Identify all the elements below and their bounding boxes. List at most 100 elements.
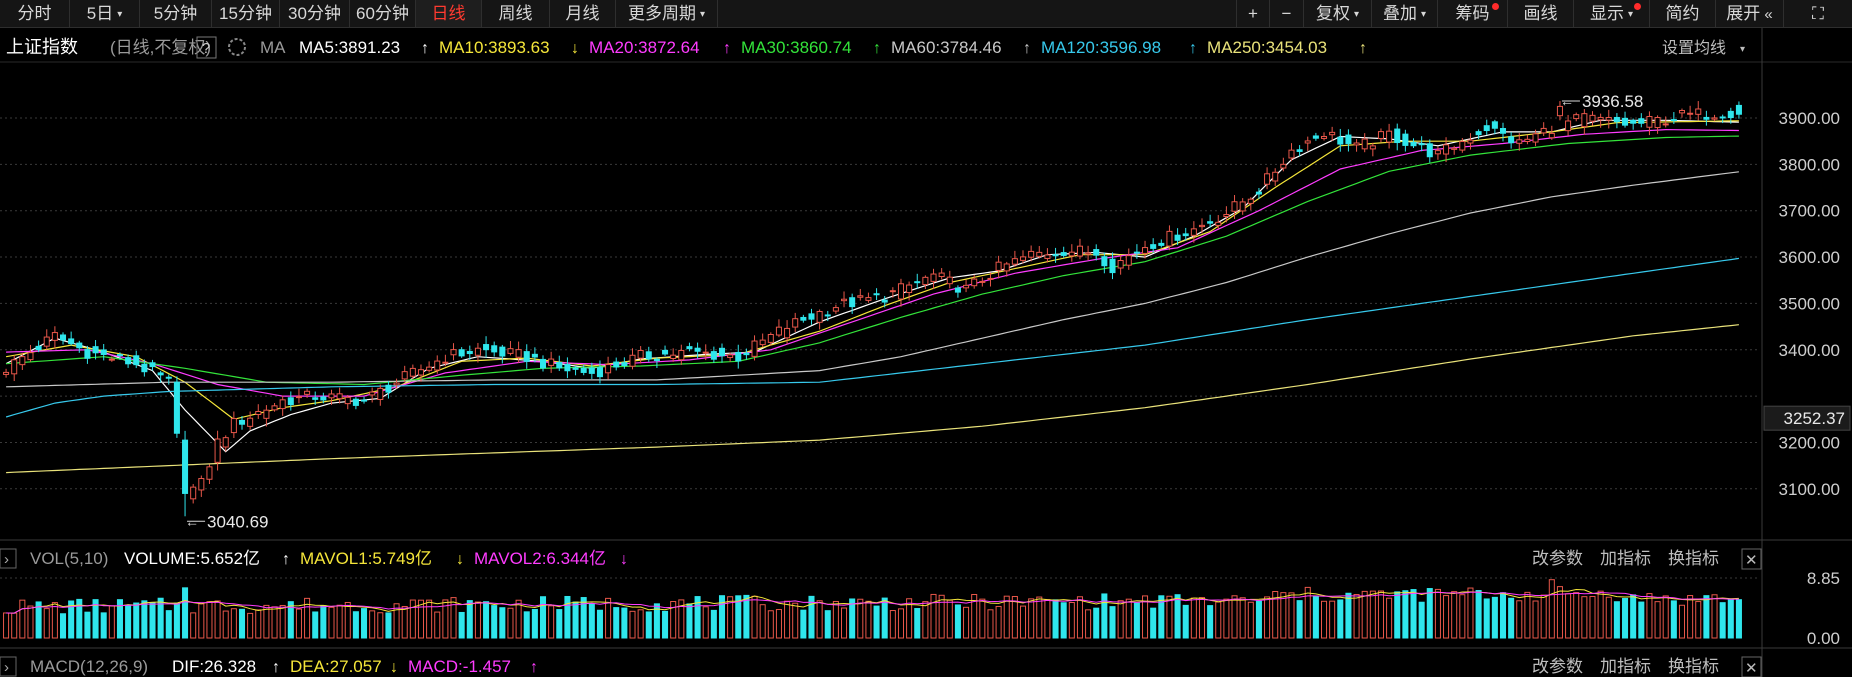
volume-bar — [1695, 601, 1702, 639]
volume-bar — [1646, 593, 1653, 639]
volume-bar — [499, 607, 506, 639]
candle-body — [1361, 138, 1368, 150]
chevron-right-icon: › — [4, 551, 9, 568]
volume-bar — [1036, 596, 1043, 639]
period-tab-label: 5日 — [86, 4, 114, 23]
index-subtitle: (日线,不复权) — [110, 38, 211, 57]
toolbar-button[interactable]: 显示 ▾ — [1574, 0, 1650, 27]
period-tab[interactable]: 5分钟 — [140, 0, 212, 27]
period-tab[interactable]: 周线 — [482, 0, 550, 27]
candle-body — [865, 297, 872, 301]
close-icon[interactable]: ✕ — [1745, 660, 1758, 677]
volume-bar — [1369, 590, 1376, 639]
volume-bar — [735, 595, 742, 639]
pane-button[interactable]: 换指标 — [1668, 549, 1719, 568]
candle-body — [1475, 131, 1482, 136]
period-tab-label: 15分钟 — [219, 4, 272, 23]
volume-bar — [344, 601, 351, 639]
candle-body — [995, 261, 1002, 271]
candle-body — [190, 486, 197, 500]
volume-bar — [312, 611, 319, 639]
volume-bar — [572, 601, 579, 639]
volume-bar — [35, 601, 42, 639]
volume-bar — [881, 597, 888, 639]
volume-bar — [824, 610, 831, 639]
pane-button[interactable]: 加指标 — [1600, 657, 1651, 676]
volume-bar — [523, 611, 530, 639]
volume-bar — [710, 609, 717, 639]
candle-body — [824, 314, 831, 317]
volume-bar — [1613, 601, 1620, 639]
candle-body — [312, 397, 319, 400]
toolbar-button[interactable]: + — [1236, 0, 1270, 27]
volume-bar — [369, 610, 376, 639]
marker-value: 3936.58 — [1582, 92, 1643, 111]
toolbar-button[interactable]: 复权 ▾ — [1304, 0, 1372, 27]
volume-bar — [1573, 592, 1580, 639]
toolbar-button[interactable]: 叠加 ▾ — [1372, 0, 1438, 27]
pane-button[interactable]: 加指标 — [1600, 549, 1651, 568]
volume-bar — [1434, 588, 1441, 639]
volume-bar — [857, 598, 864, 639]
volume-bar — [1158, 595, 1165, 639]
candle-body — [1459, 141, 1466, 151]
pane-button[interactable]: 改参数 — [1532, 549, 1583, 568]
volume-bar — [515, 599, 522, 639]
toolbar-button[interactable]: 画线 — [1508, 0, 1574, 27]
candle-body — [1166, 230, 1173, 247]
fullscreen-icon[interactable]: ⛶ — [1812, 4, 1824, 23]
caret-down-icon: ▾ — [1420, 9, 1427, 20]
volume-bar — [1028, 598, 1035, 639]
close-icon[interactable]: ✕ — [1745, 552, 1758, 569]
pane-button[interactable]: 改参数 — [1532, 657, 1583, 676]
candle-body — [1711, 117, 1718, 120]
double-chevron-left-icon: « — [1760, 6, 1773, 23]
volume-bar — [1556, 586, 1563, 639]
period-tab[interactable]: 日线 — [416, 0, 482, 27]
toolbar-button-label: 筹码 — [1455, 4, 1490, 23]
candle-body — [1703, 116, 1710, 120]
toolbar-button-label: 展开 — [1726, 4, 1761, 23]
candle-body — [1215, 221, 1222, 226]
caret-down-icon: ▾ — [699, 9, 706, 20]
toolbar-button[interactable]: − — [1270, 0, 1304, 27]
candle-body — [1036, 251, 1043, 257]
candle-body — [474, 347, 481, 356]
volume-bar — [727, 596, 734, 639]
candle-body — [1491, 121, 1498, 129]
volume-bar — [938, 594, 945, 639]
volume-bar — [1662, 595, 1669, 639]
period-tab[interactable]: 月线 — [550, 0, 616, 27]
period-tab[interactable]: 分时 — [0, 0, 70, 27]
candle-body — [336, 393, 343, 400]
pane-button[interactable]: 换指标 — [1668, 657, 1719, 676]
volume-bar — [596, 609, 603, 639]
volume-bar — [198, 603, 205, 639]
volume-bar — [1101, 593, 1108, 639]
period-tab[interactable]: 15分钟 — [212, 0, 280, 27]
volume-bar — [1239, 597, 1246, 639]
candle-body — [596, 367, 603, 378]
candle-body — [361, 399, 368, 402]
toolbar-button[interactable]: 简约 — [1650, 0, 1716, 27]
period-tab[interactable]: 30分钟 — [280, 0, 350, 27]
volume-bar — [1166, 595, 1173, 639]
period-tab[interactable]: 60分钟 — [350, 0, 416, 27]
pane-indicator-label: VOL(5,10) — [30, 549, 108, 568]
low-marker: ← 3040.69 — [185, 512, 268, 531]
period-tab[interactable]: 5日 ▾ — [70, 0, 140, 27]
volume-bar — [1133, 602, 1140, 639]
candle-body — [320, 396, 327, 401]
toolbar-button[interactable]: 展开 « — [1716, 0, 1784, 27]
volume-bar — [775, 609, 782, 639]
period-tab[interactable]: 更多周期 ▾ — [616, 0, 718, 27]
volume-bar — [1174, 594, 1181, 639]
candle-body — [1434, 150, 1441, 155]
candle-body — [637, 349, 644, 359]
candle-body — [613, 361, 620, 368]
toolbar-button-label: 简约 — [1665, 4, 1700, 23]
volume-bar — [3, 612, 10, 639]
toolbar-button[interactable]: 筹码 — [1438, 0, 1508, 27]
arrow-up-icon: ↑ — [1189, 40, 1197, 57]
candle-body — [434, 360, 441, 371]
